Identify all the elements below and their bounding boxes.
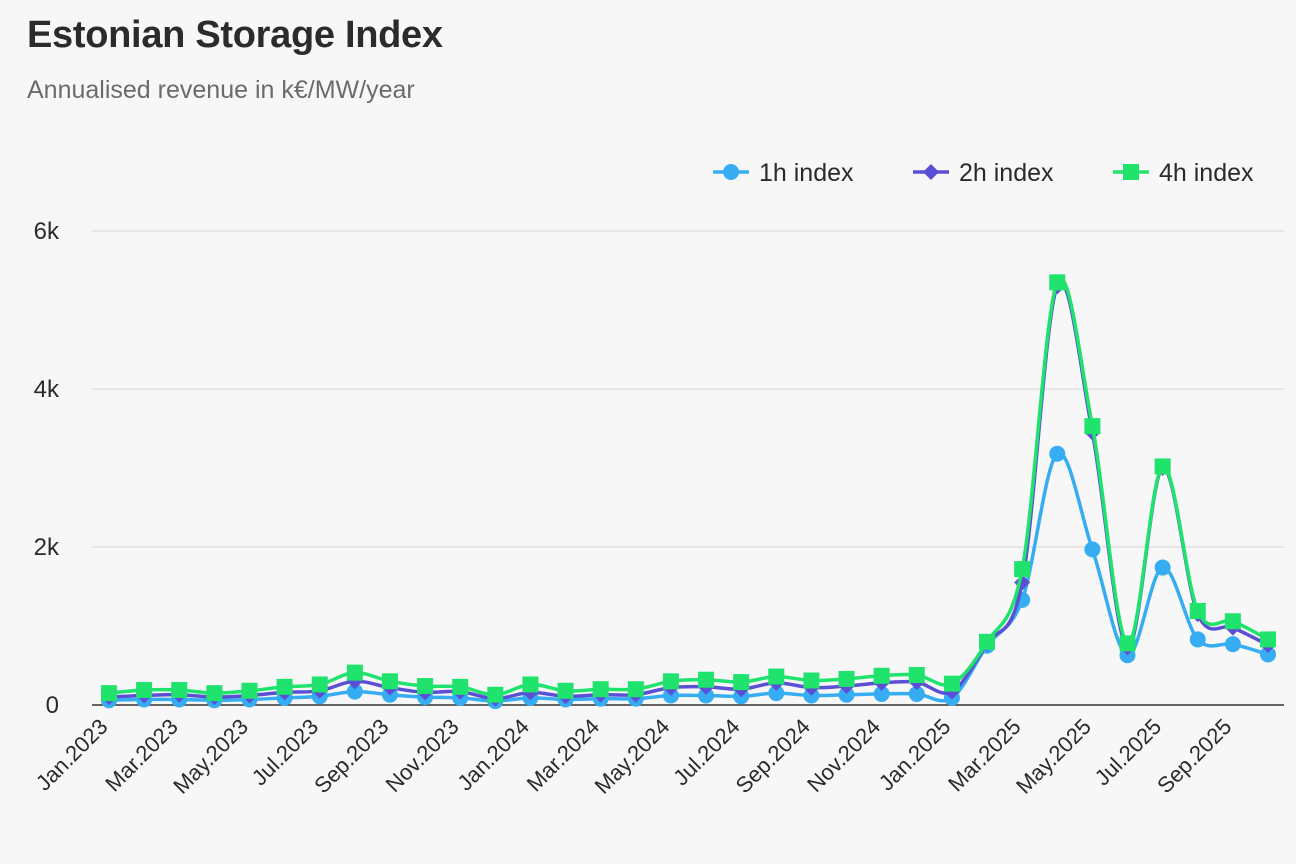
data-point[interactable]: [241, 682, 258, 699]
data-point[interactable]: [417, 678, 434, 695]
series-line: [108, 281, 1269, 701]
y-tick-label: 4k: [34, 376, 60, 403]
x-tick-label: Jan.2024: [452, 714, 534, 796]
series-line: [108, 277, 1269, 697]
data-point[interactable]: [1084, 418, 1101, 435]
data-point[interactable]: [522, 676, 539, 693]
data-point[interactable]: [136, 681, 153, 698]
legend-item[interactable]: 2h index: [913, 159, 1054, 187]
data-point[interactable]: [768, 685, 785, 702]
data-point[interactable]: [206, 685, 223, 702]
data-point[interactable]: [1224, 613, 1241, 630]
series-2h-index: [101, 278, 1276, 707]
data-point[interactable]: [487, 686, 504, 703]
x-tick-label: Nov.2023: [381, 714, 464, 797]
data-point[interactable]: [873, 667, 890, 684]
data-point[interactable]: [1189, 631, 1206, 648]
x-tick-label: May.2025: [1011, 714, 1096, 799]
legend-label: 1h index: [759, 159, 854, 187]
data-point[interactable]: [698, 687, 715, 704]
data-point[interactable]: [592, 681, 609, 698]
legend-label: 4h index: [1159, 159, 1254, 187]
x-tick-label: Jan.2025: [874, 714, 956, 796]
legend-item[interactable]: 1h index: [713, 159, 854, 187]
x-tick-label: Sep.2024: [731, 714, 815, 798]
chart-title: Estonian Storage Index: [27, 14, 443, 56]
legend-marker[interactable]: [923, 164, 939, 180]
data-point[interactable]: [733, 674, 750, 691]
data-point[interactable]: [1014, 561, 1031, 578]
data-point[interactable]: [1049, 274, 1066, 291]
x-tick-label: Nov.2024: [802, 714, 885, 797]
data-point[interactable]: [1189, 602, 1206, 619]
data-point[interactable]: [838, 686, 855, 703]
data-point[interactable]: [171, 681, 188, 698]
legend-marker[interactable]: [1123, 164, 1139, 180]
data-point[interactable]: [276, 678, 293, 695]
data-point[interactable]: [803, 672, 820, 689]
data-point[interactable]: [1154, 559, 1171, 576]
data-point[interactable]: [768, 668, 785, 685]
data-point[interactable]: [943, 675, 960, 692]
data-point[interactable]: [346, 664, 363, 681]
data-point[interactable]: [698, 671, 715, 688]
series-line: [108, 451, 1269, 703]
x-tick-label: Jan.2023: [31, 714, 113, 796]
data-point[interactable]: [627, 681, 644, 698]
data-point[interactable]: [979, 633, 996, 650]
data-point[interactable]: [1224, 636, 1241, 653]
data-point[interactable]: [557, 682, 574, 699]
data-point[interactable]: [1049, 445, 1066, 462]
x-tick-label: Sep.2023: [309, 714, 393, 798]
data-point[interactable]: [1084, 541, 1101, 558]
y-tick-label: 0: [46, 692, 59, 719]
data-point[interactable]: [1260, 646, 1276, 663]
y-tick-label: 6k: [34, 218, 60, 245]
legend-item[interactable]: 4h index: [1113, 159, 1254, 187]
data-point[interactable]: [452, 678, 469, 695]
data-point[interactable]: [873, 685, 890, 702]
data-point[interactable]: [908, 666, 925, 683]
data-point[interactable]: [346, 683, 363, 700]
data-point[interactable]: [311, 676, 328, 693]
x-tick-label: Sep.2025: [1152, 714, 1236, 798]
data-point[interactable]: [1260, 631, 1276, 648]
x-tick-label: May.2024: [590, 714, 675, 799]
data-point[interactable]: [381, 673, 398, 690]
data-point[interactable]: [838, 670, 855, 687]
legend-marker[interactable]: [723, 164, 739, 180]
series-4h-index: [101, 274, 1276, 703]
data-point[interactable]: [1119, 635, 1136, 652]
data-point[interactable]: [1154, 458, 1171, 475]
data-point[interactable]: [662, 673, 679, 690]
chart-subtitle: Annualised revenue in k€/MW/year: [27, 76, 415, 104]
data-point[interactable]: [101, 685, 117, 702]
x-tick-label: May.2023: [168, 714, 253, 799]
data-point[interactable]: [908, 685, 925, 702]
y-tick-label: 2k: [34, 534, 60, 561]
legend-label: 2h index: [959, 159, 1054, 187]
